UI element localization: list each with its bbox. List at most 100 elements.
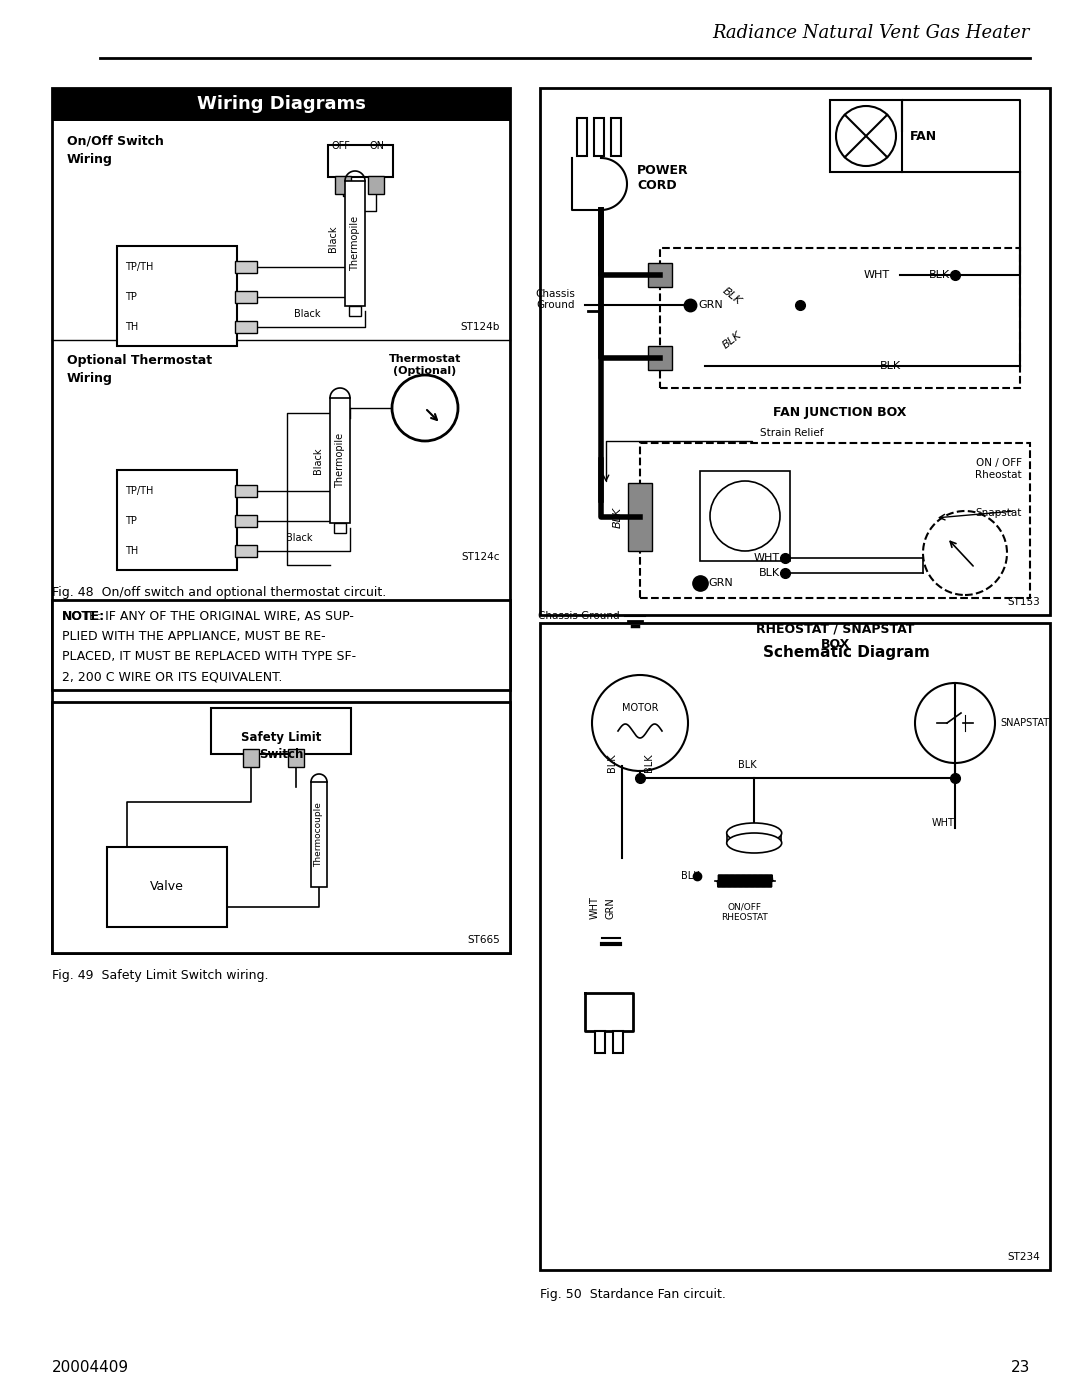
Text: ST153: ST153 <box>1008 597 1040 608</box>
Text: Thermopile: Thermopile <box>350 217 360 271</box>
Text: Black: Black <box>313 447 323 474</box>
Bar <box>330 398 350 522</box>
Text: NOTE: IF ANY OF THE ORIGINAL WIRE, AS SUP-: NOTE: IF ANY OF THE ORIGINAL WIRE, AS SU… <box>62 610 354 623</box>
Bar <box>648 263 672 286</box>
Text: SNAPSTAT: SNAPSTAT <box>1000 718 1049 728</box>
Bar <box>311 782 327 887</box>
Bar <box>627 483 652 550</box>
Bar <box>334 522 346 534</box>
Text: ST665: ST665 <box>468 935 500 944</box>
Text: GRN: GRN <box>708 578 732 588</box>
Text: Snapstat: Snapstat <box>975 509 1022 518</box>
Bar <box>235 545 257 557</box>
Text: On/Off Switch
Wiring: On/Off Switch Wiring <box>67 136 164 166</box>
Text: Schematic Diagram: Schematic Diagram <box>762 645 930 659</box>
Bar <box>540 88 1050 615</box>
Text: Black: Black <box>294 309 321 319</box>
Text: BLK: BLK <box>929 270 950 279</box>
Text: PLIED WITH THE APPLIANCE, MUST BE RE-: PLIED WITH THE APPLIANCE, MUST BE RE- <box>62 630 326 643</box>
Ellipse shape <box>727 823 782 842</box>
Text: Radiance Natural Vent Gas Heater: Radiance Natural Vent Gas Heater <box>713 24 1030 42</box>
Text: ST124b: ST124b <box>461 321 500 332</box>
Text: WHT: WHT <box>864 270 890 279</box>
Text: Fig. 48  On/off switch and optional thermostat circuit.: Fig. 48 On/off switch and optional therm… <box>52 585 387 599</box>
Bar <box>52 88 510 122</box>
Bar <box>235 485 257 497</box>
Bar <box>117 246 237 346</box>
Bar <box>235 261 257 272</box>
Text: NOTE:: NOTE: <box>62 610 105 623</box>
Text: TH: TH <box>125 546 138 556</box>
Text: ON/OFF
RHEOSTAT: ON/OFF RHEOSTAT <box>721 902 768 922</box>
Text: TP: TP <box>125 515 137 527</box>
Text: RHEOSTAT / SNAPSTAT
BOX: RHEOSTAT / SNAPSTAT BOX <box>756 623 914 651</box>
Ellipse shape <box>727 833 782 854</box>
Bar <box>52 599 510 690</box>
Text: Thermostat
(Optional): Thermostat (Optional) <box>389 353 461 376</box>
Text: POWER
CORD: POWER CORD <box>637 163 689 191</box>
Text: OFF: OFF <box>332 141 351 151</box>
Text: BLK: BLK <box>613 507 623 528</box>
Bar <box>288 749 303 767</box>
Bar <box>52 88 510 953</box>
FancyBboxPatch shape <box>211 708 351 754</box>
Text: BLK: BLK <box>879 360 901 372</box>
Text: FAN JUNCTION BOX: FAN JUNCTION BOX <box>773 407 907 419</box>
Bar <box>640 443 1030 598</box>
Bar <box>577 117 588 156</box>
Text: Chassis
Ground: Chassis Ground <box>535 289 575 310</box>
Text: TH: TH <box>125 321 138 332</box>
Text: BLK: BLK <box>759 569 780 578</box>
Text: Fig. 49  Safety Limit Switch wiring.: Fig. 49 Safety Limit Switch wiring. <box>52 970 269 982</box>
Text: WHT: WHT <box>932 819 955 828</box>
Text: WHT: WHT <box>754 553 780 563</box>
Bar <box>243 749 259 767</box>
Circle shape <box>915 683 995 763</box>
Bar <box>648 346 672 370</box>
Bar <box>235 321 257 332</box>
Circle shape <box>710 481 780 550</box>
Text: Optional Thermostat
Wiring: Optional Thermostat Wiring <box>67 353 212 386</box>
Bar <box>611 117 621 156</box>
Text: TP: TP <box>125 292 137 302</box>
Text: ON: ON <box>370 141 384 151</box>
Polygon shape <box>572 158 627 210</box>
Text: TP/TH: TP/TH <box>125 263 153 272</box>
Text: BLK: BLK <box>720 330 743 351</box>
Text: Fig. 50  Stardance Fan circuit.: Fig. 50 Stardance Fan circuit. <box>540 1288 726 1301</box>
Bar <box>349 306 361 316</box>
Text: GRN: GRN <box>698 299 723 310</box>
Text: Strain Relief: Strain Relief <box>760 427 824 439</box>
Text: Black: Black <box>286 534 313 543</box>
Text: TP/TH: TP/TH <box>125 486 153 496</box>
Bar <box>328 145 393 177</box>
Text: BLK: BLK <box>720 285 743 306</box>
Text: ST234: ST234 <box>1008 1252 1040 1261</box>
Text: Chassis Ground: Chassis Ground <box>538 610 620 622</box>
Bar <box>235 515 257 527</box>
Text: 23: 23 <box>1011 1361 1030 1375</box>
Bar <box>52 703 510 953</box>
Bar <box>613 1031 623 1053</box>
Text: Black: Black <box>328 225 338 251</box>
Bar <box>368 176 384 194</box>
Text: Wiring Diagrams: Wiring Diagrams <box>197 95 365 113</box>
Circle shape <box>392 374 458 441</box>
Bar <box>595 1031 605 1053</box>
Bar <box>594 117 604 156</box>
Bar <box>117 469 237 570</box>
Text: ST124c: ST124c <box>461 552 500 562</box>
Text: 2, 200 C WIRE OR ITS EQUIVALENT.: 2, 200 C WIRE OR ITS EQUIVALENT. <box>62 671 282 683</box>
Text: Safety Limit
Switch: Safety Limit Switch <box>241 731 321 761</box>
Text: WHT: WHT <box>590 897 600 919</box>
Text: BLK: BLK <box>681 870 700 882</box>
Text: GRN: GRN <box>605 897 615 919</box>
Text: FAN: FAN <box>910 130 937 142</box>
Circle shape <box>592 675 688 771</box>
Bar <box>660 249 1020 388</box>
Bar <box>700 471 789 562</box>
Text: Thermopile: Thermopile <box>335 433 345 488</box>
Text: BLK: BLK <box>644 754 654 773</box>
Bar <box>335 176 351 194</box>
Bar <box>831 101 902 172</box>
